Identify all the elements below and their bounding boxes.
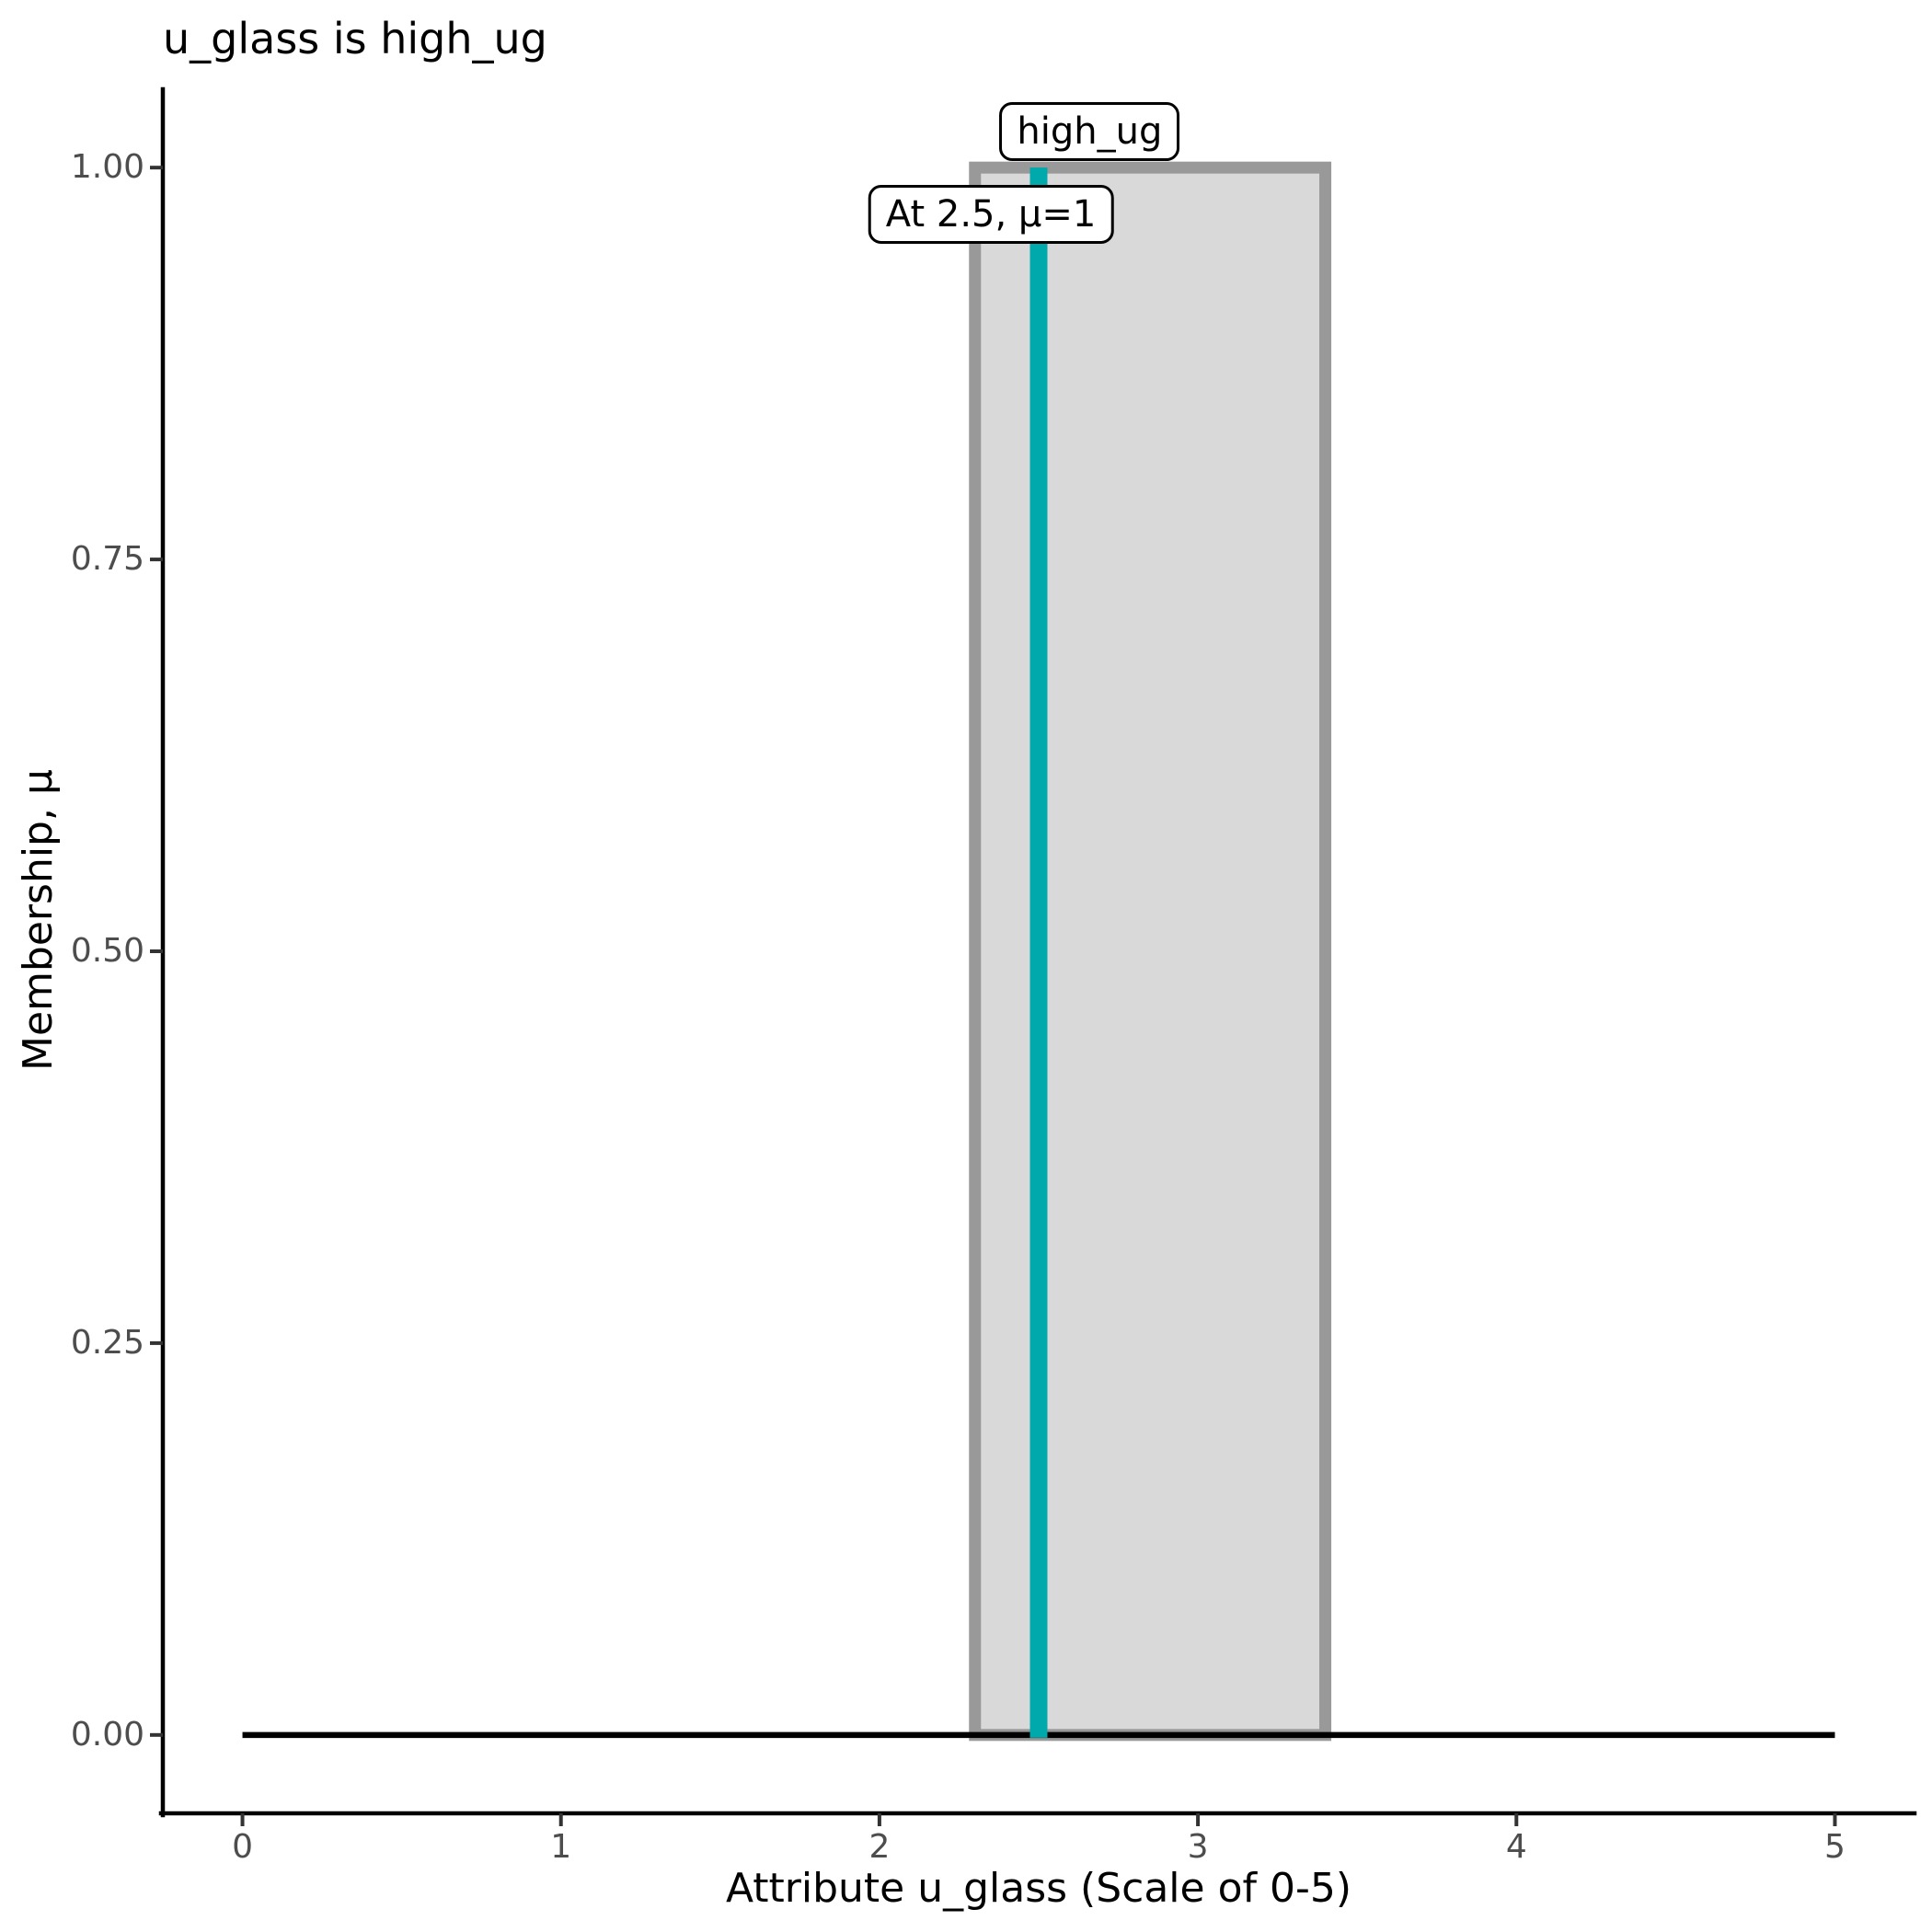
x-tick-label: 2 (868, 1828, 891, 1866)
membership-function-rect (969, 161, 1332, 1742)
x-tick-label: 5 (1824, 1828, 1846, 1866)
x-tick-label: 1 (550, 1828, 572, 1866)
x-tick-label: 0 (232, 1828, 253, 1866)
y-tick-label: 1.00 (70, 148, 144, 187)
y-axis-title: Membership, μ (15, 769, 62, 1071)
plot-title: u_glass is high_ug (163, 14, 547, 63)
x-axis-title: Attribute u_glass (Scale of 0-5) (725, 1865, 1352, 1912)
y-tick-label: 0.75 (70, 540, 144, 579)
set-label-annotation: high_ug (999, 101, 1180, 161)
marker-label-annotation: At 2.5, μ=1 (868, 185, 1114, 245)
y-tick-label: 0.25 (70, 1323, 144, 1362)
y-tick-label: 0.00 (70, 1715, 144, 1754)
x-tick-label: 3 (1187, 1828, 1209, 1866)
x-tick-label: 4 (1505, 1828, 1527, 1866)
y-tick-label: 0.50 (70, 932, 144, 970)
